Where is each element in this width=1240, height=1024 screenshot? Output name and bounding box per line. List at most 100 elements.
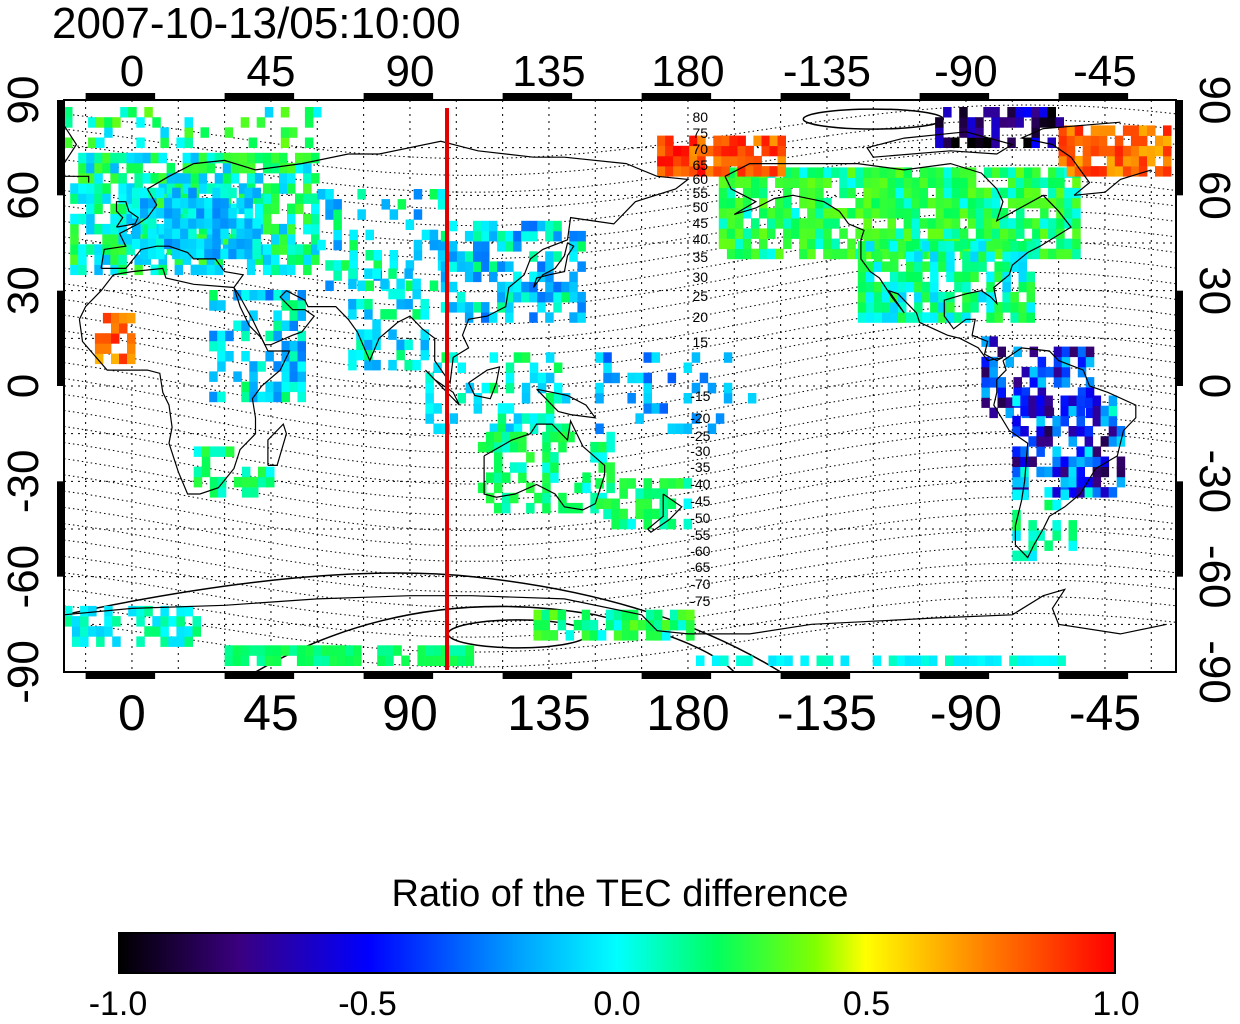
lat-tick-right: 0 bbox=[1190, 374, 1239, 398]
tec-cell bbox=[78, 264, 87, 276]
tec-cell bbox=[349, 260, 358, 271]
tec-cell bbox=[847, 238, 856, 250]
tec-cell bbox=[198, 183, 208, 194]
tec-cell bbox=[142, 152, 151, 164]
tec-cell bbox=[606, 472, 615, 483]
tec-cell bbox=[1009, 655, 1018, 666]
tec-cell bbox=[1052, 456, 1061, 467]
tec-cell bbox=[651, 352, 660, 363]
tec-cell bbox=[1090, 125, 1100, 136]
tec-cell bbox=[102, 223, 111, 235]
tec-cell bbox=[871, 167, 880, 178]
tec-cell bbox=[1077, 366, 1087, 378]
tec-cell bbox=[577, 241, 586, 252]
tec-cell bbox=[643, 372, 652, 384]
tec-cell bbox=[629, 609, 639, 621]
tec-cell bbox=[783, 177, 792, 188]
tec-cell bbox=[196, 248, 205, 260]
tec-cell bbox=[865, 281, 875, 293]
tec-cell bbox=[136, 605, 145, 617]
tec-cell bbox=[847, 208, 856, 219]
tec-cell bbox=[1047, 117, 1056, 128]
tec-cell bbox=[659, 478, 668, 489]
tec-cell bbox=[241, 351, 250, 362]
tec-cell bbox=[1061, 377, 1071, 388]
tec-cell bbox=[224, 127, 234, 138]
tec-cell bbox=[673, 145, 682, 157]
map-frame bbox=[57, 93, 1183, 679]
tec-cell bbox=[1012, 509, 1021, 521]
tec-cell bbox=[70, 254, 79, 265]
tec-cell bbox=[943, 167, 953, 178]
tec-cell bbox=[497, 291, 506, 303]
tec-cell bbox=[726, 197, 736, 209]
tec-cell bbox=[140, 208, 149, 219]
tec-cell bbox=[713, 166, 722, 177]
tec-cell bbox=[303, 244, 312, 255]
tec-cell bbox=[295, 254, 304, 265]
tec-cell bbox=[152, 626, 161, 637]
tec-cell bbox=[287, 162, 296, 174]
tec-cell bbox=[88, 605, 97, 617]
tec-cell bbox=[865, 241, 875, 252]
tec-cell bbox=[112, 616, 121, 627]
tec-cell bbox=[258, 466, 267, 478]
tec-cell bbox=[1122, 145, 1132, 157]
tec-cell bbox=[553, 220, 562, 232]
tec-cell bbox=[643, 352, 652, 363]
tec-cell bbox=[930, 291, 939, 303]
tec-cell bbox=[88, 137, 97, 148]
tec-cell bbox=[962, 251, 971, 262]
tec-cell bbox=[86, 223, 95, 235]
tec-cell bbox=[946, 302, 955, 313]
tec-cell bbox=[152, 117, 161, 128]
tec-cell bbox=[590, 492, 599, 504]
tec-cell bbox=[160, 605, 169, 617]
tec-cell bbox=[356, 298, 365, 310]
tec-cell bbox=[380, 309, 389, 320]
tec-cell bbox=[537, 291, 546, 303]
tec-cell bbox=[184, 127, 193, 138]
tec-cell bbox=[1130, 155, 1140, 167]
tec-cell bbox=[1036, 446, 1045, 457]
tec-cell bbox=[769, 166, 778, 177]
tec-cell bbox=[104, 117, 113, 128]
tec-cell bbox=[857, 291, 867, 303]
tec-cell bbox=[1068, 466, 1077, 478]
tec-cell bbox=[606, 441, 615, 453]
tec-cell bbox=[643, 518, 652, 530]
tec-cell bbox=[262, 254, 272, 265]
tec-cell bbox=[983, 107, 992, 118]
coastline bbox=[78, 267, 291, 495]
tec-cell bbox=[815, 208, 824, 219]
tec-cell bbox=[737, 145, 746, 157]
tec-cell bbox=[295, 193, 304, 204]
tec-cell bbox=[481, 312, 490, 323]
tec-cell bbox=[537, 302, 546, 313]
tec-cell bbox=[1092, 415, 1102, 427]
tec-cell bbox=[611, 372, 620, 384]
tec-cell bbox=[759, 187, 768, 199]
tec-cell bbox=[184, 626, 193, 637]
frame-band bbox=[1176, 100, 1183, 196]
tec-cell bbox=[946, 241, 955, 252]
tec-cell bbox=[857, 271, 867, 283]
tec-cell bbox=[577, 312, 586, 323]
tec-cell bbox=[272, 655, 282, 666]
tec-cell bbox=[1044, 487, 1053, 498]
tec-cell bbox=[737, 166, 746, 177]
tec-cell bbox=[542, 482, 551, 494]
tec-cell bbox=[991, 117, 1000, 128]
tec-cell bbox=[198, 173, 208, 184]
tec-cell bbox=[561, 423, 571, 434]
tec-cell bbox=[518, 472, 527, 483]
tec-cell bbox=[1020, 446, 1029, 457]
tec-cell bbox=[775, 208, 784, 219]
tec-cell bbox=[166, 244, 176, 255]
tec-cell bbox=[505, 312, 514, 323]
tec-cell bbox=[1085, 377, 1095, 388]
coastline bbox=[267, 422, 288, 466]
tec-cell bbox=[144, 626, 153, 637]
tec-cell bbox=[481, 302, 490, 313]
tec-cell bbox=[871, 177, 880, 188]
